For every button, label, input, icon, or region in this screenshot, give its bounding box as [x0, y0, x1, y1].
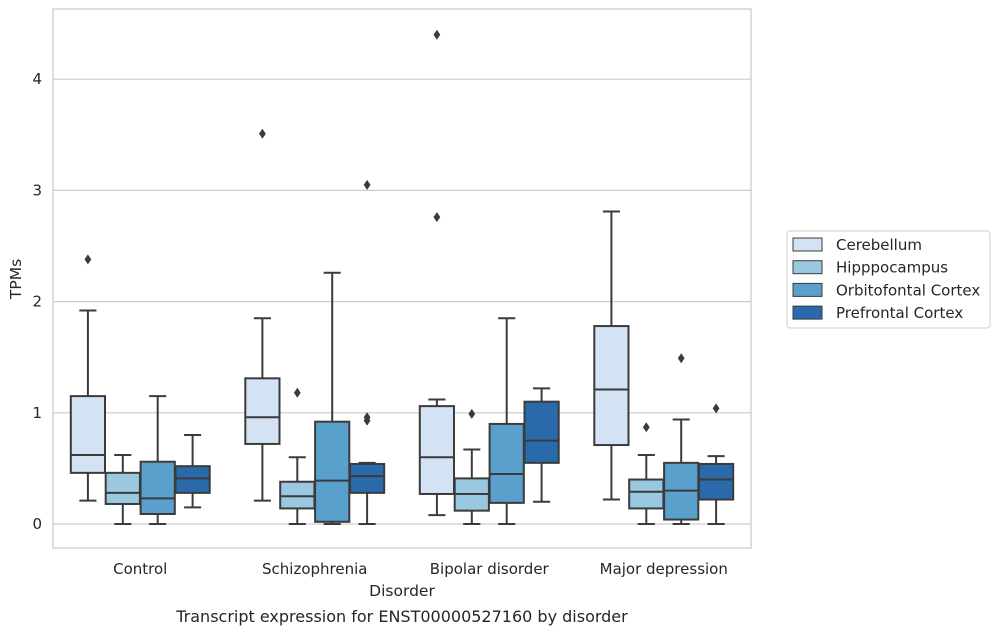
outlier-point [293, 387, 301, 398]
box-body [523, 400, 560, 464]
box-0-3 [593, 210, 630, 501]
grid-lines [53, 78, 751, 525]
box-1-2 [453, 408, 490, 525]
outlier-point [84, 254, 92, 265]
box-body [418, 405, 456, 495]
box-0-1 [244, 128, 281, 502]
box-2-2 [488, 317, 525, 525]
box-1-0 [104, 454, 141, 525]
legend: Cerebellum Hipppocampus Orbitofontal Corte… [786, 230, 991, 329]
outlier-point [712, 403, 720, 414]
box-body [314, 420, 351, 523]
legend-swatch [792, 237, 823, 252]
legend-label: Cerebellum [836, 236, 922, 254]
legend-label: Prefrontal Cortex [836, 304, 963, 322]
box-0-0 [69, 254, 107, 502]
box-body [488, 422, 525, 504]
box-3-2 [523, 387, 560, 503]
box-3-0 [174, 434, 211, 509]
y-tick-label: 2 [32, 293, 42, 311]
y-tick-labels: 0 1 2 3 4 [32, 70, 42, 533]
legend-label: Orbitofontal Cortex [836, 281, 980, 299]
x-tick-label: Schizophrenia [262, 560, 367, 578]
boxes [69, 29, 735, 525]
outlier-point [363, 179, 371, 190]
box-body [139, 460, 176, 515]
x-tick-label: Bipolar disorder [430, 560, 550, 578]
outlier-point [259, 128, 266, 139]
box-body [104, 471, 141, 505]
legend-swatch [792, 282, 823, 297]
box-1-3 [628, 422, 665, 525]
box-0-2 [418, 29, 456, 517]
box-body [244, 377, 281, 445]
y-axis-label: TPMs [7, 259, 25, 300]
outlier-point [363, 412, 371, 423]
legend-swatch [792, 260, 823, 275]
x-axis-label: Disorder [369, 582, 435, 600]
box-3-3 [697, 403, 735, 525]
box-2-3 [663, 353, 700, 525]
y-tick-label: 1 [32, 404, 42, 422]
box-2-1 [314, 271, 351, 525]
box-3-1 [348, 179, 386, 525]
legend-swatch [792, 305, 823, 320]
box-body [697, 462, 735, 501]
y-tick-label: 0 [32, 515, 42, 533]
legend-items: Cerebellum Hipppocampus Orbitofontal Corte… [792, 236, 980, 322]
x-tick-labels: Control Schizophrenia Bipolar disorder Majo… [113, 560, 728, 578]
box-2-0 [139, 395, 176, 525]
outlier-point [677, 353, 685, 364]
plot-area [52, 8, 752, 549]
y-tick-label: 4 [32, 70, 42, 88]
box-body [279, 480, 316, 510]
chart-caption: Transcript expression for ENST0000052716… [175, 607, 628, 626]
x-tick-label: Major depression [600, 560, 728, 578]
outlier-point [433, 29, 441, 40]
legend-label: Hipppocampus [836, 259, 948, 277]
box-body [348, 462, 386, 494]
outlier-point [433, 212, 441, 223]
box-body [69, 395, 107, 474]
y-tick-label: 3 [32, 181, 42, 199]
outlier-point [642, 422, 650, 433]
outlier-point [468, 408, 476, 419]
box-body [174, 465, 211, 494]
box-body [593, 325, 630, 447]
box-body [628, 478, 665, 510]
x-tick-label: Control [113, 560, 167, 578]
legend-frame [786, 230, 991, 329]
